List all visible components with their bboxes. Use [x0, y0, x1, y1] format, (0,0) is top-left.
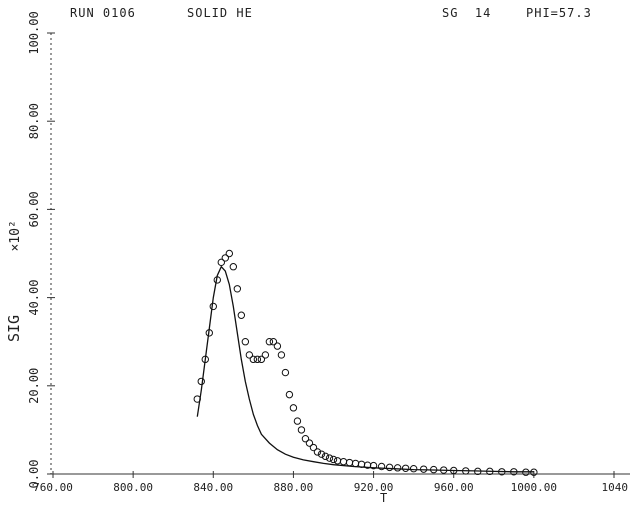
y-tick-label: 40.00: [27, 280, 41, 316]
run-label: RUN 0106: [70, 6, 136, 20]
data-point: [377, 462, 386, 471]
y-tick-label: 60.00: [27, 191, 41, 227]
data-point: [225, 249, 234, 258]
data-point: [333, 457, 342, 465]
data-point: [253, 355, 262, 364]
data-point: [245, 351, 254, 359]
data-point: [269, 338, 278, 346]
data-point: [221, 254, 230, 262]
data-point: [305, 439, 314, 447]
data-point: [257, 355, 266, 364]
data-point: [209, 302, 217, 311]
x-axis-ticks: 760.00 800.00 840.00 880.00 920.00 960.00 1000…: [33, 471, 628, 494]
data-point: [309, 443, 318, 452]
data-point: [385, 463, 394, 472]
sample-label: SOLID HE: [187, 6, 253, 20]
data-point: [317, 450, 326, 458]
y-tick-label: 20.00: [27, 368, 41, 404]
data-point: [241, 338, 250, 346]
phi-label: PHI=57.3: [526, 6, 592, 20]
data-point: [237, 311, 246, 319]
y-axis-label-suffix: ×10²: [8, 220, 23, 251]
x-tick-label: 920.00: [354, 481, 394, 494]
x-axis-label: T: [380, 491, 387, 505]
data-point: [297, 426, 306, 434]
y-tick-label: 100.00: [27, 11, 41, 54]
x-tick-label: 960.00: [434, 481, 474, 494]
data-point: [273, 342, 282, 350]
data-point: [265, 338, 274, 346]
x-tick-label: 880.00: [274, 481, 314, 494]
data-point: [229, 263, 238, 271]
data-point: [345, 458, 354, 467]
data-point: [197, 377, 205, 386]
data-point: [393, 464, 402, 472]
x-tick-label: 840.00: [193, 481, 233, 494]
data-point: [289, 404, 298, 412]
data-marks: [193, 249, 538, 476]
y-tick-label: 0.00: [27, 460, 41, 489]
data-point: [285, 390, 294, 399]
data-point: [313, 448, 322, 456]
data-point: [351, 459, 360, 468]
data-point: [329, 455, 338, 464]
data-point: [369, 461, 378, 470]
data-point: [321, 452, 330, 461]
data-point: [339, 457, 348, 466]
data-point: [293, 417, 302, 425]
data-point: [325, 454, 334, 462]
data-point: [401, 464, 410, 472]
data-point: [217, 258, 226, 267]
data-point: [281, 368, 290, 377]
data-point: [277, 351, 286, 359]
x-tick-label: 800.00: [113, 481, 153, 494]
data-point: [301, 435, 310, 443]
data-point: [249, 355, 258, 364]
data-point: [233, 285, 242, 293]
y-tick-label: 80.00: [27, 103, 41, 139]
x-tick-label: 1000.00: [511, 481, 557, 494]
x-tick-label: 1040: [602, 481, 629, 494]
model-curve: [196, 265, 534, 473]
data-point: [409, 465, 418, 473]
x-tick-label: 760.00: [33, 481, 73, 494]
y-axis-ticks: 0.00 20.00 40.00 60.00 80.00 100.00: [27, 11, 55, 488]
y-axis-label: SIG: [5, 315, 23, 342]
sg-label: SG 14: [442, 6, 492, 20]
data-point: [261, 351, 270, 359]
